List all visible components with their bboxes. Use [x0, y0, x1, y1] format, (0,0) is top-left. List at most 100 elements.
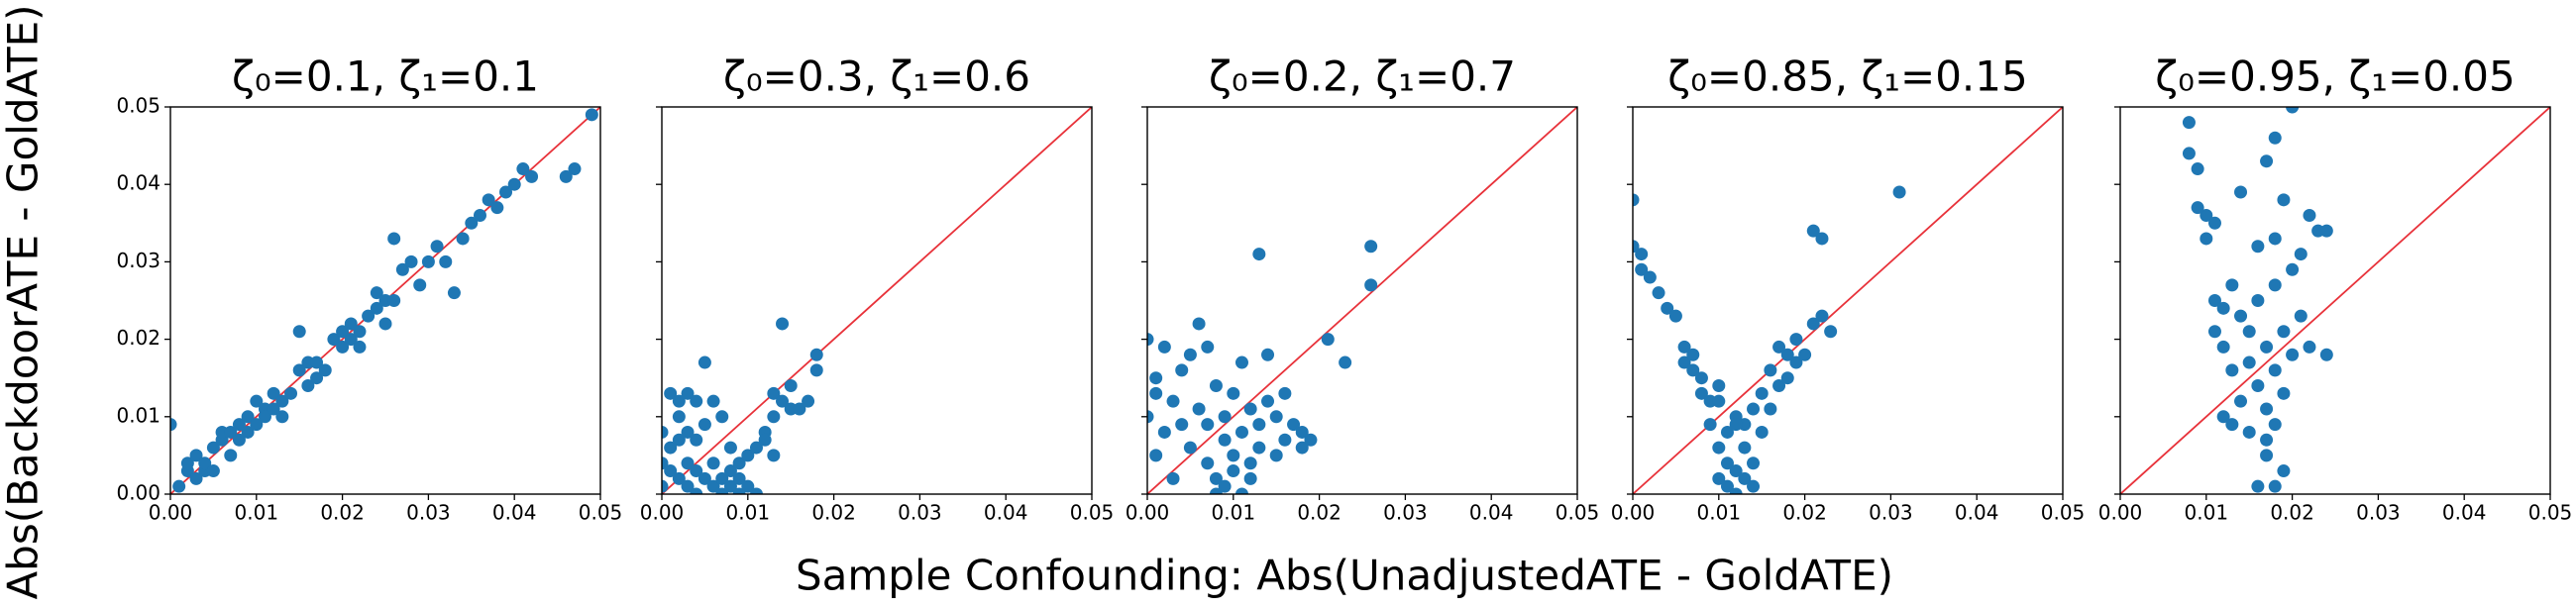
plot-frame — [1146, 106, 1578, 495]
point — [1287, 418, 1301, 432]
point — [1789, 333, 1803, 347]
point — [2200, 232, 2213, 246]
point — [1661, 301, 1674, 315]
point — [1192, 402, 1206, 416]
point — [206, 464, 220, 478]
point — [732, 471, 746, 485]
point — [672, 394, 686, 408]
point — [490, 201, 504, 215]
point — [1192, 317, 1206, 331]
point — [232, 418, 246, 432]
point — [2286, 262, 2300, 276]
point — [2277, 386, 2291, 400]
point — [1209, 471, 1223, 485]
x-tick-label: 0.04 — [1955, 501, 1999, 525]
point — [241, 410, 255, 424]
point — [2207, 294, 2221, 307]
point — [585, 108, 598, 122]
point — [353, 340, 367, 354]
point — [1798, 348, 1812, 361]
point — [258, 410, 271, 424]
x-tick-label: 0.02 — [1297, 501, 1342, 525]
point — [1720, 479, 1734, 493]
point — [1147, 410, 1154, 424]
point — [664, 441, 678, 455]
point — [1175, 363, 1189, 377]
point — [681, 386, 695, 400]
subplot-title: ζ₀=0.95, ζ₁=0.05 — [2155, 52, 2515, 101]
point — [1201, 418, 1215, 432]
point — [1720, 425, 1734, 439]
x-tick-label: 0.03 — [898, 501, 942, 525]
point — [698, 418, 711, 432]
point — [292, 363, 306, 377]
point — [473, 208, 486, 222]
point — [662, 479, 669, 493]
point — [1269, 449, 1283, 462]
point — [2260, 402, 2274, 416]
point — [1252, 248, 1266, 261]
diagonal-line — [1633, 107, 2063, 494]
point — [318, 363, 332, 377]
y-tick-label: 0.04 — [116, 171, 161, 195]
point — [1635, 262, 1649, 276]
x-tick-label: 0.04 — [492, 501, 537, 525]
point — [2234, 309, 2248, 323]
point — [1243, 457, 1257, 470]
point — [292, 325, 306, 339]
point — [2216, 340, 2230, 354]
point — [749, 441, 763, 455]
point — [1339, 355, 1352, 369]
point — [1234, 355, 1248, 369]
point — [370, 286, 383, 300]
x-tick-label: 0.01 — [1697, 501, 1742, 525]
point — [2260, 154, 2274, 168]
point — [336, 340, 350, 354]
point — [1780, 371, 1794, 385]
y-tick-label: 0.00 — [116, 481, 161, 505]
point — [1652, 286, 1665, 300]
point — [1227, 386, 1240, 400]
point — [2268, 363, 2282, 377]
x-tick-label: 0.05 — [579, 501, 623, 525]
point — [170, 418, 177, 432]
point — [1175, 418, 1189, 432]
point — [2191, 201, 2204, 215]
point — [206, 441, 220, 455]
point — [2225, 363, 2239, 377]
point — [776, 317, 790, 331]
point — [1201, 457, 1215, 470]
point — [1633, 193, 1640, 207]
point — [1364, 240, 1378, 254]
point — [1218, 433, 1232, 447]
point — [672, 433, 686, 447]
point — [1815, 232, 1829, 246]
point — [1149, 371, 1163, 385]
point — [1278, 386, 1292, 400]
subplot-title: ζ₀=0.1, ζ₁=0.1 — [232, 52, 539, 101]
x-tick-label: 0.02 — [2270, 501, 2314, 525]
point — [1227, 464, 1240, 478]
point — [809, 348, 823, 361]
point — [706, 394, 720, 408]
diagonal-line — [662, 107, 1092, 494]
point — [2234, 394, 2248, 408]
point — [2286, 107, 2300, 114]
y-tick-label: 0.01 — [116, 403, 161, 427]
point — [2200, 208, 2213, 222]
point — [267, 402, 280, 416]
point — [723, 479, 737, 493]
subplot-title: ζ₀=0.3, ζ₁=0.6 — [723, 52, 1030, 101]
point — [2207, 216, 2221, 230]
point — [723, 441, 737, 455]
x-tick-label: 0.01 — [1212, 501, 1256, 525]
point — [1806, 317, 1820, 331]
point — [310, 371, 324, 385]
point — [2251, 240, 2265, 254]
point — [1892, 185, 1906, 199]
point — [1304, 433, 1318, 447]
subplot-title: ζ₀=0.2, ζ₁=0.7 — [1209, 52, 1516, 101]
x-tick-label: 0.05 — [1070, 501, 1115, 525]
